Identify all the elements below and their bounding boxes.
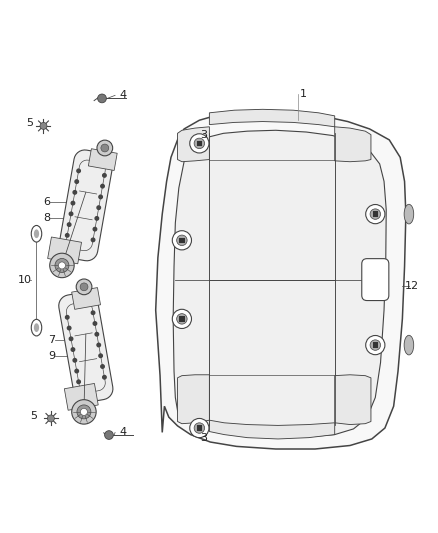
Circle shape (91, 238, 95, 241)
Polygon shape (179, 238, 184, 243)
Polygon shape (209, 420, 335, 439)
Circle shape (67, 223, 71, 227)
Circle shape (97, 140, 113, 156)
Circle shape (66, 316, 69, 319)
Circle shape (190, 134, 209, 153)
Circle shape (101, 184, 104, 188)
Circle shape (99, 195, 102, 199)
Polygon shape (179, 316, 184, 321)
Circle shape (93, 228, 97, 231)
Circle shape (194, 423, 205, 433)
Text: 1: 1 (300, 89, 307, 99)
Circle shape (75, 180, 78, 183)
Circle shape (95, 216, 99, 220)
Polygon shape (197, 141, 202, 146)
Polygon shape (373, 212, 378, 217)
Text: 9: 9 (48, 351, 55, 361)
Circle shape (190, 418, 209, 438)
Circle shape (101, 365, 104, 368)
Circle shape (172, 309, 191, 328)
Text: 8: 8 (43, 214, 51, 223)
Text: 7: 7 (48, 335, 55, 345)
Circle shape (91, 311, 95, 314)
Ellipse shape (31, 225, 42, 242)
Circle shape (40, 123, 47, 130)
Circle shape (99, 354, 102, 358)
Circle shape (366, 205, 385, 224)
Text: 4: 4 (120, 91, 127, 100)
Polygon shape (59, 292, 113, 403)
Circle shape (58, 262, 65, 269)
Circle shape (105, 431, 113, 439)
Circle shape (66, 233, 69, 237)
Circle shape (81, 408, 88, 415)
Polygon shape (209, 109, 335, 127)
Polygon shape (335, 375, 371, 425)
Polygon shape (64, 383, 98, 410)
Circle shape (101, 144, 109, 152)
Polygon shape (177, 375, 209, 424)
Polygon shape (72, 288, 100, 309)
Circle shape (102, 376, 106, 379)
Circle shape (80, 283, 88, 291)
Polygon shape (155, 111, 406, 449)
Circle shape (71, 201, 75, 205)
Circle shape (370, 209, 381, 220)
Circle shape (75, 369, 78, 373)
Circle shape (172, 231, 191, 250)
Polygon shape (173, 130, 386, 437)
Text: 3: 3 (201, 130, 208, 140)
Polygon shape (88, 149, 117, 171)
Ellipse shape (404, 204, 414, 224)
Polygon shape (177, 127, 209, 161)
Circle shape (73, 359, 77, 362)
Circle shape (95, 333, 99, 336)
Circle shape (366, 335, 385, 354)
Polygon shape (197, 425, 202, 431)
Text: 10: 10 (18, 274, 32, 285)
Circle shape (67, 326, 71, 330)
Circle shape (69, 337, 73, 341)
Circle shape (102, 174, 106, 177)
Text: 4: 4 (120, 427, 127, 438)
Circle shape (73, 191, 77, 194)
Circle shape (69, 212, 73, 215)
Circle shape (97, 343, 100, 347)
Polygon shape (59, 150, 113, 261)
Circle shape (177, 313, 187, 324)
Circle shape (50, 253, 74, 278)
Text: 12: 12 (405, 281, 419, 291)
Circle shape (93, 322, 97, 325)
Text: 5: 5 (30, 411, 37, 421)
Circle shape (77, 169, 80, 173)
Circle shape (76, 279, 92, 295)
Circle shape (55, 259, 69, 272)
Ellipse shape (34, 323, 39, 332)
Text: 5: 5 (26, 118, 33, 128)
Circle shape (47, 415, 54, 422)
Ellipse shape (34, 229, 39, 238)
Circle shape (77, 405, 91, 419)
Circle shape (77, 380, 80, 384)
Polygon shape (335, 127, 371, 161)
Circle shape (370, 340, 381, 350)
Text: 6: 6 (43, 197, 50, 207)
Text: 3: 3 (201, 433, 208, 442)
Ellipse shape (404, 335, 414, 355)
Circle shape (194, 138, 205, 149)
Polygon shape (373, 343, 378, 348)
Circle shape (97, 206, 100, 209)
Circle shape (71, 348, 75, 351)
Circle shape (98, 94, 106, 103)
FancyBboxPatch shape (362, 259, 389, 301)
Circle shape (177, 235, 187, 246)
Ellipse shape (31, 319, 42, 336)
Polygon shape (48, 237, 81, 264)
Circle shape (72, 400, 96, 424)
